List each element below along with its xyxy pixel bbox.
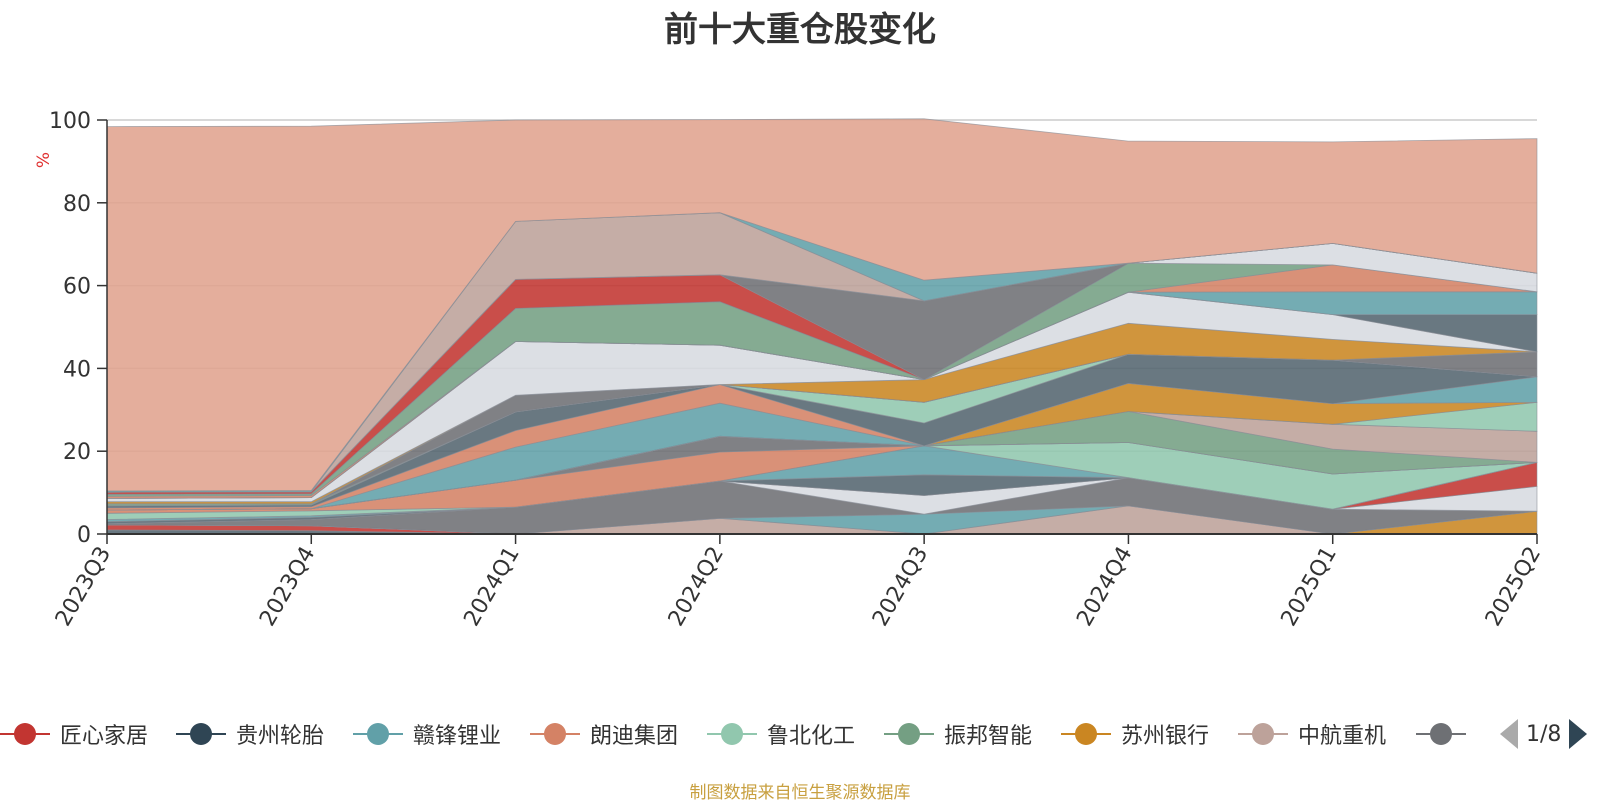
x-tick-label: 2023Q4 [255,543,320,631]
legend-page-indicator: 1/8 [1526,721,1562,747]
legend-label: 朗迪集团 [590,724,679,749]
x-tick-label: 2024Q1 [459,543,524,631]
x-tick-label: 2023Q3 [51,543,116,631]
x-tick-label: 2025Q1 [1277,543,1342,631]
legend-pager: 1/8 [1500,716,1588,752]
y-tick-label: 60 [63,275,91,300]
legend-item[interactable]: 中航重机 [1238,710,1386,758]
legend-prev-page-button[interactable] [1500,719,1518,749]
x-tick-label: 2024Q2 [664,543,729,631]
legend-label: 鲁北化工 [767,724,856,749]
legend-item[interactable] [1416,710,1476,758]
x-tick-label: 2025Q2 [1481,543,1546,631]
legend-marker-icon [530,719,580,749]
legend-label: 振邦智能 [944,724,1033,749]
y-tick-label: 40 [63,357,91,382]
legend-next-page-button[interactable] [1569,719,1588,749]
y-tick-label: 0 [77,523,91,548]
source-note: 制图数据来自恒生聚源数据库 [689,783,911,803]
area-series-layer [106,118,1538,535]
legend-item[interactable]: 匠心家居 [0,710,148,758]
legend-marker-icon [353,719,403,749]
legend-item[interactable]: 鲁北化工 [707,710,855,758]
legend: 匠心家居 贵州轮胎 赣锋锂业 朗迪集团 鲁北化工 振邦智能 苏州银行 中航重机 [0,710,1490,758]
chart-title: 前十大重仓股变化 [664,10,936,50]
legend-item[interactable]: 苏州银行 [1061,710,1209,758]
y-tick-label: 80 [63,192,91,217]
legend-item[interactable]: 贵州轮胎 [176,710,324,758]
legend-marker-icon [1061,719,1111,749]
legend-label: 苏州银行 [1121,724,1210,749]
x-tick-label: 2024Q3 [868,543,933,631]
legend-label: 赣锋锂业 [413,724,502,749]
y-axis-unit-label: % [34,152,54,168]
legend-marker-icon [1416,719,1466,749]
legend-item[interactable]: 振邦智能 [884,710,1032,758]
y-tick-label: 20 [63,440,91,465]
legend-label: 匠心家居 [60,724,149,749]
legend-item[interactable]: 赣锋锂业 [353,710,501,758]
legend-label: 贵州轮胎 [236,724,325,749]
legend-marker-icon [884,719,934,749]
legend-marker-icon [176,719,226,749]
legend-marker-icon [0,719,50,749]
x-tick-label: 2024Q4 [1072,543,1137,631]
legend-marker-icon [1238,719,1288,749]
legend-label: 中航重机 [1298,724,1387,749]
legend-item[interactable]: 朗迪集团 [530,710,678,758]
area-series-34 [106,118,1538,492]
y-tick-label: 100 [49,109,91,134]
legend-marker-icon [707,719,757,749]
